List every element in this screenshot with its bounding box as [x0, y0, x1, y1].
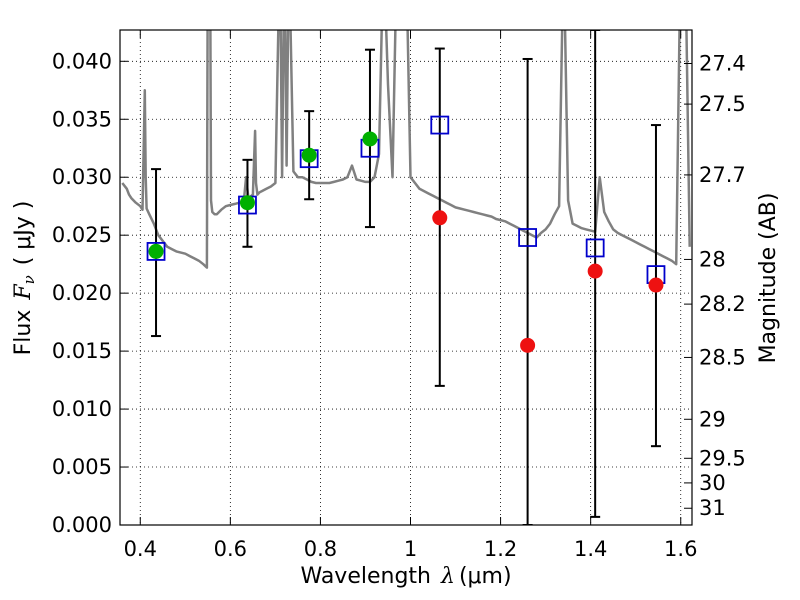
- spectrum-layer: [121, 30, 691, 269]
- magnitude-tick-label: 28: [699, 247, 726, 271]
- model-flux-square: [518, 228, 538, 247]
- y-tick-label: 0.015: [52, 339, 112, 363]
- green-flux-point: [362, 131, 378, 147]
- red-flux-point: [648, 277, 664, 293]
- magnitude-tick-label: 27.4: [699, 51, 746, 75]
- green-flux-point: [239, 195, 255, 211]
- model-spectrum-line: [121, 30, 691, 269]
- y-tick-label: 0.040: [52, 49, 112, 73]
- detection-point-layer: [148, 131, 664, 353]
- y-axis-ticks: 0.000 0.005 0.010 0.015 0.020 0.025 0.030 0.035…: [52, 49, 128, 537]
- x-tick-label: 1.2: [484, 537, 517, 561]
- magnitude-tick-label: 29: [699, 407, 726, 431]
- x-tick-label: 1.4: [574, 537, 607, 561]
- model-flux-square: [430, 115, 450, 135]
- y-axis-title: Flux Fν ( μJy ): [11, 201, 38, 356]
- model-flux-square: [585, 238, 605, 258]
- x-tick-label: 0.8: [304, 537, 337, 561]
- x-tick-label: 1: [404, 537, 417, 561]
- magnitude-tick-label: 27.5: [699, 92, 746, 116]
- magnitude-axis-title: Magnitude (AB): [756, 193, 781, 364]
- red-flux-point: [432, 210, 448, 226]
- y-tick-label: 0.035: [52, 107, 112, 131]
- plot-frame: [119, 29, 693, 526]
- y-tick-label: 0.025: [52, 223, 112, 247]
- magnitude-tick-label: 28.5: [699, 345, 746, 369]
- plot-background: [120, 30, 692, 525]
- y-axis-unit: ( μJy ): [11, 201, 36, 266]
- red-flux-point: [587, 263, 603, 279]
- x-tick-label: 1.6: [664, 537, 697, 561]
- magnitude-tick-label: 28.2: [699, 292, 746, 316]
- red-flux-point: [520, 337, 536, 353]
- x-axis-unit: (μm): [459, 564, 512, 589]
- green-flux-point: [301, 147, 317, 163]
- x-axis-ticks: 0.4 0.6 0.8 1 1.2 1.4 1.6: [124, 30, 697, 561]
- magnitude-tick-label: 27.7: [699, 163, 746, 187]
- model-flux-square: [146, 242, 166, 261]
- y-tick-label: 0.005: [52, 455, 112, 479]
- magnitude-tick-label: 31: [699, 496, 726, 520]
- magnitude-tick-label: 29.5: [699, 446, 746, 470]
- x-tick-label: 0.6: [214, 537, 247, 561]
- magnitude-tick-label: 30: [699, 471, 726, 495]
- x-axis-label: Wavelength: [300, 564, 431, 589]
- x-axis-title: Wavelength λ (μm): [300, 564, 511, 589]
- green-flux-point: [148, 243, 164, 259]
- y-axis-label: Flux: [11, 310, 36, 356]
- y-axis-subscript: ν: [20, 275, 38, 284]
- x-axis-symbol: λ: [440, 564, 455, 589]
- x-tick-label: 0.4: [124, 537, 157, 561]
- y-tick-label: 0.000: [52, 513, 112, 537]
- y-tick-label: 0.010: [52, 397, 112, 421]
- y-tick-label: 0.030: [52, 165, 112, 189]
- y-tick-label: 0.020: [52, 281, 112, 305]
- y-axis-symbol: F: [11, 284, 36, 301]
